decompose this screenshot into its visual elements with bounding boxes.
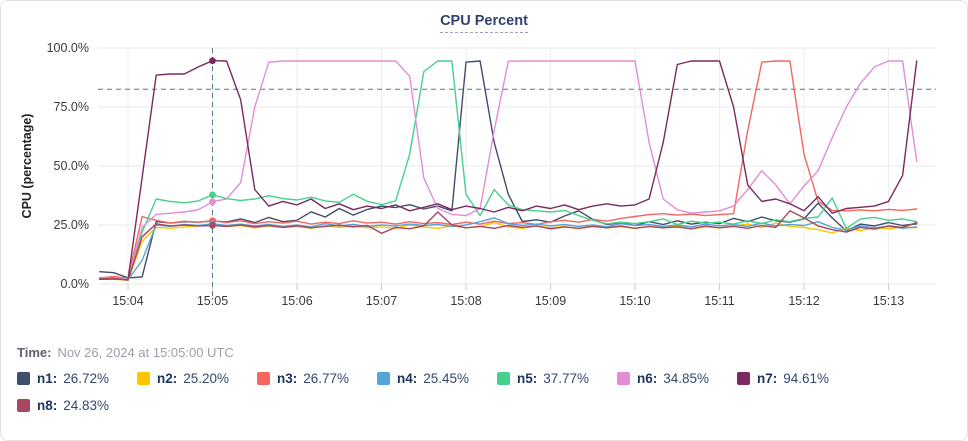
legend-swatch xyxy=(497,372,510,385)
legend-item-n3[interactable]: n3: 26.77% xyxy=(257,371,377,386)
legend-item-n5[interactable]: n5: 37.77% xyxy=(497,371,617,386)
legend-series-value: 24.83% xyxy=(63,398,110,413)
x-tick-label: 15:08 xyxy=(450,294,481,308)
legend-item-n4[interactable]: n4: 25.45% xyxy=(377,371,497,386)
legend-swatch xyxy=(377,372,390,385)
cursor-dot-n8 xyxy=(209,222,216,229)
y-tick-label: 50.0% xyxy=(54,159,89,173)
legend-series-value: 25.45% xyxy=(423,371,470,386)
legend-swatch xyxy=(17,372,30,385)
cpu-percent-chart[interactable]: 0.0% 25.0% 50.0% 75.0% 100.0% 15:04 15:05 15:06… xyxy=(1,1,967,331)
x-tick-label: 15:06 xyxy=(281,294,312,308)
legend-item-n1[interactable]: n1: 26.72% xyxy=(17,371,137,386)
panel-title-text[interactable]: CPU Percent xyxy=(440,13,528,33)
legend-series-label: n2: xyxy=(157,371,178,386)
cursor-time-row: Time: Nov 26, 2024 at 15:05:00 UTC xyxy=(17,345,234,360)
legend-series-value: 25.20% xyxy=(183,371,230,386)
series-line-n4 xyxy=(99,217,918,281)
legend-series-label: n6: xyxy=(637,371,658,386)
x-tick-label: 15:11 xyxy=(704,294,734,308)
cursor-dot-n6 xyxy=(209,198,216,206)
legend-item-n7[interactable]: n7: 94.61% xyxy=(737,371,857,386)
legend-series-label: n8: xyxy=(37,398,58,413)
y-axis-title: CPU (percentage) xyxy=(20,114,34,219)
x-tick-label: 15:13 xyxy=(873,294,904,308)
legend-item-n6[interactable]: n6: 34.85% xyxy=(617,371,737,386)
legend-swatch xyxy=(137,372,150,385)
cursor-dot-n5 xyxy=(209,191,216,199)
legend-series-value: 26.77% xyxy=(303,371,350,386)
x-tick-label: 15:09 xyxy=(535,294,566,308)
x-tick-label: 15:10 xyxy=(619,294,650,308)
series-line-n7 xyxy=(99,60,918,281)
legend-swatch xyxy=(17,399,30,412)
legend-series-value: 94.61% xyxy=(783,371,830,386)
series-line-n5 xyxy=(99,60,918,280)
series-line-n6 xyxy=(99,60,918,280)
legend-swatch xyxy=(617,372,630,385)
legend-series-value: 34.85% xyxy=(663,371,710,386)
legend-item-n2[interactable]: n2: 25.20% xyxy=(137,371,257,386)
x-tick-label: 15:07 xyxy=(366,294,397,308)
series-line-n3 xyxy=(99,60,918,279)
chart-legend: n1: 26.72% n2: 25.20% n3: 26.77% n4: 25.45% n5: 3… xyxy=(17,371,953,413)
x-tick-label: 15:04 xyxy=(112,294,143,308)
legend-series-value: 37.77% xyxy=(543,371,590,386)
legend-series-label: n5: xyxy=(517,371,538,386)
x-tick-label: 15:05 xyxy=(197,294,228,308)
panel-title: CPU Percent xyxy=(1,13,967,33)
y-tick-label: 100.0% xyxy=(47,41,89,55)
legend-swatch xyxy=(737,372,750,385)
legend-series-label: n7: xyxy=(757,371,778,386)
legend-series-label: n1: xyxy=(37,371,58,386)
legend-series-value: 26.72% xyxy=(63,371,110,386)
y-tick-label: 0.0% xyxy=(61,277,90,291)
y-tick-label: 75.0% xyxy=(54,100,89,114)
time-label: Time: xyxy=(17,345,52,360)
legend-series-label: n4: xyxy=(397,371,418,386)
legend-swatch xyxy=(257,372,270,385)
series-line-n8 xyxy=(99,210,918,281)
x-tick-label: 15:12 xyxy=(788,294,819,308)
legend-series-label: n3: xyxy=(277,371,298,386)
legend-item-n8[interactable]: n8: 24.83% xyxy=(17,398,137,413)
time-value: Nov 26, 2024 at 15:05:00 UTC xyxy=(57,345,234,360)
y-tick-label: 25.0% xyxy=(54,218,89,232)
series-line-n2 xyxy=(99,221,918,281)
cursor-dot-n7 xyxy=(209,57,216,65)
